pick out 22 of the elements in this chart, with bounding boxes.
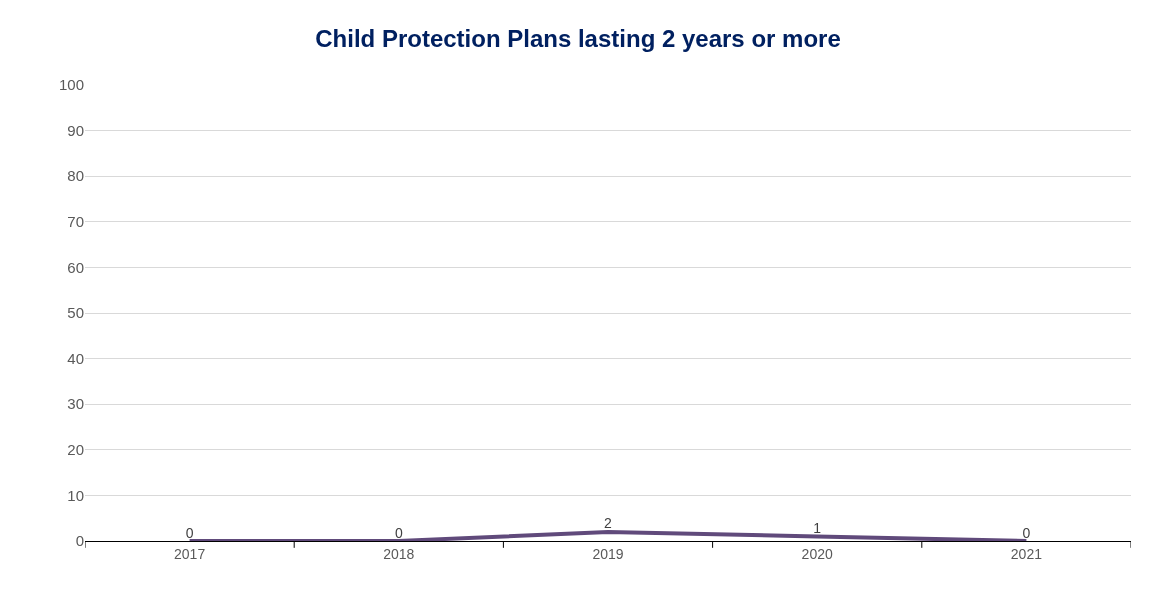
data-label: 1 — [813, 519, 822, 536]
x-tick-label: 2017 — [174, 545, 206, 562]
y-tick-label: 90 — [67, 121, 84, 139]
y-tick-label: 60 — [67, 258, 84, 276]
y-tick-label: 10 — [67, 486, 84, 504]
x-tick-label: 2020 — [801, 545, 833, 562]
data-label: 0 — [185, 524, 194, 541]
data-label: 2 — [604, 515, 613, 532]
x-tick-label: 2021 — [1010, 545, 1043, 562]
y-tick-label: 0 — [75, 532, 84, 550]
y-tick-label: 30 — [67, 395, 84, 413]
y-tick-label: 100 — [58, 76, 84, 94]
data-label: 0 — [394, 524, 403, 541]
y-tick-label: 50 — [67, 304, 84, 322]
x-tick-label: 2018 — [383, 545, 415, 562]
x-tick-label: 2019 — [592, 545, 624, 562]
data-label: 0 — [1022, 524, 1031, 541]
y-tick-label: 70 — [67, 213, 84, 231]
chart-title: Child Protection Plans lasting 2 years or more — [315, 24, 841, 52]
y-tick-label: 20 — [67, 441, 84, 459]
y-tick-label: 80 — [67, 167, 84, 185]
y-tick-label: 40 — [67, 349, 84, 367]
